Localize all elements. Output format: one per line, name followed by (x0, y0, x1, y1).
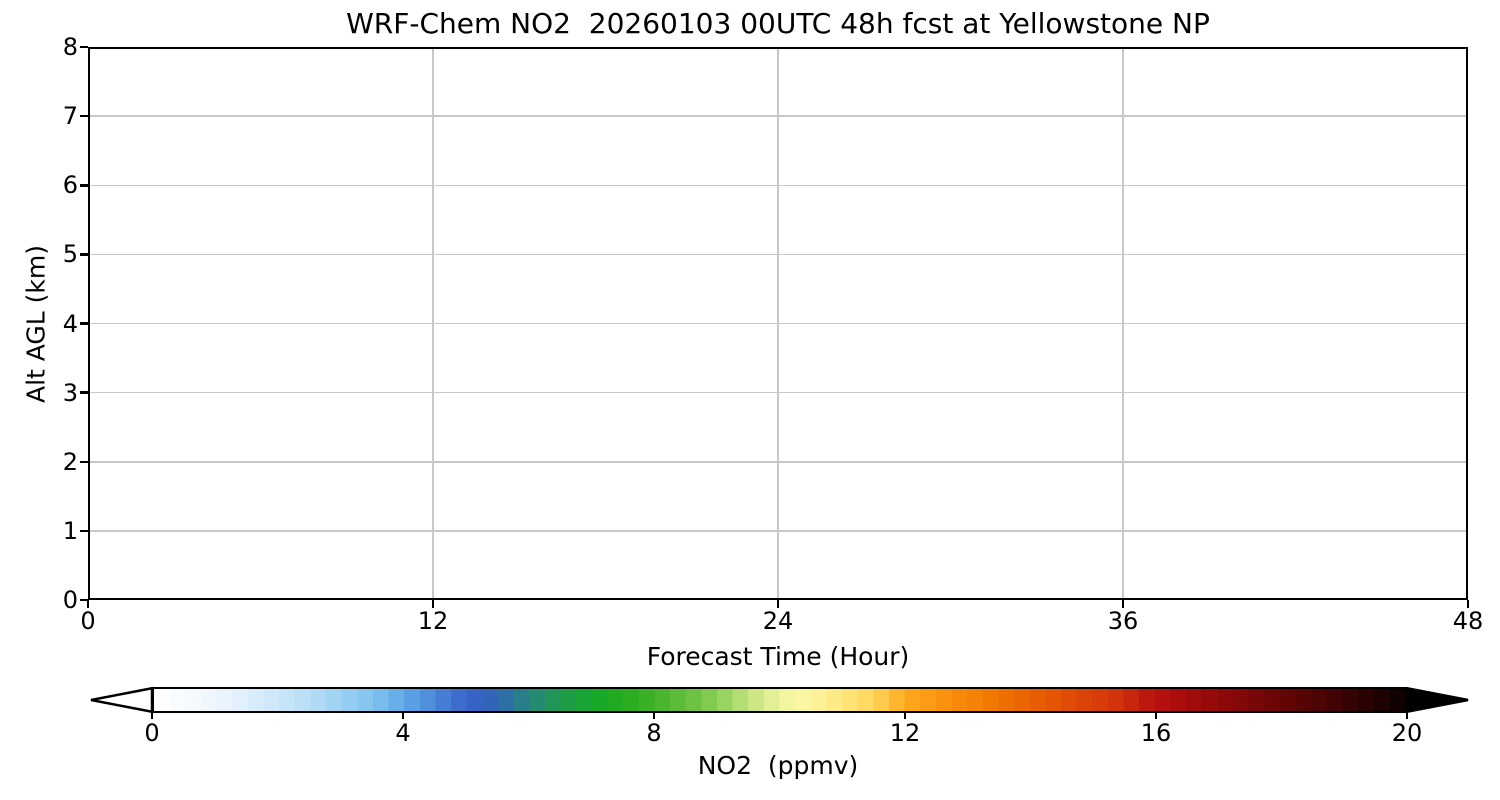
x-tick-label: 0 (80, 607, 96, 635)
colorbar-tick-label: 4 (395, 719, 411, 747)
colorbar-tick-label: 0 (144, 719, 160, 747)
y-tick-mark (80, 184, 88, 187)
colorbar-tick-mark (1406, 712, 1408, 719)
colorbar-tick-label: 16 (1140, 719, 1172, 747)
x-tick-label: 36 (1107, 607, 1139, 635)
y-tick-mark (80, 114, 88, 118)
y-tick-label: 0 (62, 586, 78, 614)
colorbar-tick-mark (151, 712, 153, 719)
colorbar-under-arrow (90, 686, 154, 714)
y-tick-label: 5 (62, 240, 78, 269)
y-tick-mark (80, 322, 88, 325)
y-tick-mark (80, 529, 88, 533)
colorbar-label: NO2 (ppmv) (697, 751, 859, 780)
y-tick-label: 3 (62, 378, 78, 407)
colorbar-tick-mark (1155, 712, 1157, 719)
gridline-horizontal (88, 322, 1468, 325)
x-axis-label: Forecast Time (Hour) (646, 642, 910, 671)
y-tick-label: 2 (62, 447, 78, 476)
x-tick-label: 48 (1452, 607, 1484, 635)
colorbar-tick-label: 12 (889, 719, 921, 747)
gridline-horizontal (88, 530, 1468, 532)
gridline-horizontal (88, 391, 1468, 394)
colorbar-tick-label: 20 (1391, 719, 1423, 747)
y-tick-mark (80, 253, 88, 256)
gridline-horizontal (88, 461, 1468, 463)
y-tick-label: 4 (62, 309, 78, 338)
colorbar-tick-mark (653, 712, 655, 719)
y-tick-mark (80, 45, 88, 49)
x-tick-mark (1121, 600, 1125, 608)
x-tick-mark (1466, 600, 1470, 608)
chart-title: WRF-Chem NO2 20260103 00UTC 48h fcst at … (346, 7, 1210, 40)
colorbar-tick-mark (402, 712, 404, 719)
y-tick-label: 7 (62, 102, 78, 131)
gridline-horizontal (88, 184, 1468, 186)
y-tick-label: 1 (62, 516, 78, 545)
y-tick-label: 6 (62, 171, 78, 200)
x-tick-label: 24 (762, 607, 794, 635)
x-tick-mark (431, 600, 435, 608)
y-tick-mark (80, 598, 88, 602)
colorbar-bar (152, 687, 1407, 713)
y-tick-mark (80, 391, 88, 394)
x-tick-label: 12 (417, 607, 449, 635)
y-tick-mark (80, 460, 88, 463)
colorbar-under-arrow-shape (90, 686, 154, 714)
colorbar-tick-label: 8 (646, 719, 662, 747)
gridline-horizontal (88, 253, 1468, 256)
colorbar-tick-mark (904, 712, 906, 719)
x-tick-mark (776, 600, 780, 608)
gridline-horizontal (88, 115, 1468, 117)
colorbar-over-arrow (1405, 686, 1469, 714)
colorbar-over-arrow-shape (1405, 686, 1469, 714)
plot-area (88, 47, 1468, 600)
y-tick-label: 8 (62, 33, 78, 61)
x-tick-mark (86, 600, 90, 608)
